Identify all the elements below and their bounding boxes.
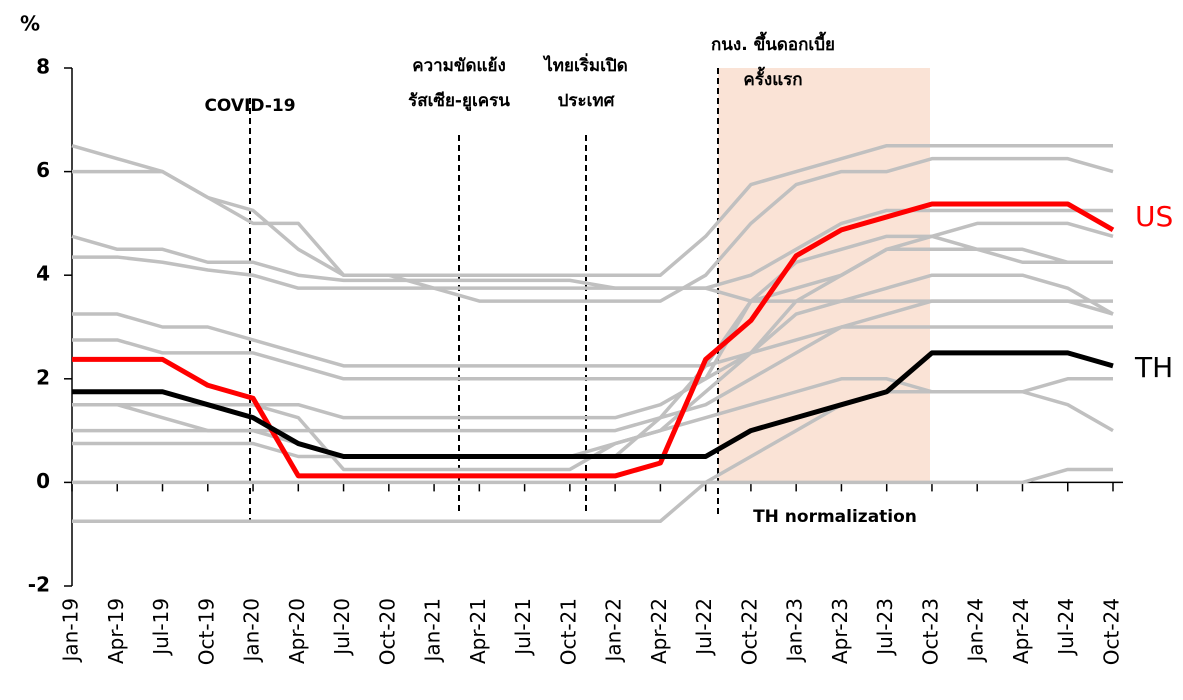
x-tick-label: Jul-20 bbox=[330, 598, 354, 657]
line bbox=[72, 467, 1113, 485]
x-tick-label: Apr-20 bbox=[285, 598, 309, 664]
event-label: กนง. ขึ้นดอกเบี้ย bbox=[711, 31, 835, 55]
line bbox=[72, 273, 1114, 459]
x-tick-label: Oct-23 bbox=[918, 598, 942, 665]
y-tick-label: 8 bbox=[36, 55, 50, 79]
shade-label: TH normalization bbox=[753, 507, 917, 527]
line bbox=[72, 156, 1114, 303]
highlight-line bbox=[72, 201, 1115, 479]
x-tick-label: Jan-19 bbox=[59, 598, 83, 664]
x-tick-label: Jan-21 bbox=[421, 598, 445, 664]
x-tick-label: Jan-20 bbox=[240, 598, 264, 664]
event-label: ครั้งแรก bbox=[743, 66, 802, 90]
x-tick-label: Jan-23 bbox=[783, 598, 807, 664]
x-tick-label: Apr-19 bbox=[104, 598, 128, 664]
event-label: COVID-19 bbox=[204, 96, 295, 116]
line bbox=[72, 208, 1113, 290]
line bbox=[72, 312, 1113, 368]
event-label: รัสเซีย-ยูเครน bbox=[408, 90, 510, 112]
x-tick-label: Oct-20 bbox=[375, 598, 399, 665]
highlight-line bbox=[72, 350, 1114, 459]
x-tick-label: Jul-21 bbox=[511, 598, 535, 657]
event-label: ประเทศ bbox=[558, 91, 616, 111]
y-tick-label: 2 bbox=[36, 365, 50, 389]
x-tick-label: Jan-22 bbox=[602, 598, 626, 664]
series-label: TH bbox=[1134, 351, 1173, 384]
x-tick-label: Jul-24 bbox=[1054, 598, 1078, 657]
x-tick-label: Apr-24 bbox=[1009, 598, 1033, 664]
x-tick-label: Oct-22 bbox=[737, 598, 761, 665]
line bbox=[72, 377, 1113, 523]
x-tick-label: Jul-22 bbox=[692, 598, 716, 657]
x-tick-label: Jan-24 bbox=[964, 598, 988, 664]
y-tick-label: 0 bbox=[36, 469, 50, 493]
x-tick-label: Jul-23 bbox=[873, 598, 897, 657]
series-label: US bbox=[1135, 200, 1173, 233]
x-tick-label: Apr-23 bbox=[828, 598, 852, 664]
event-label: ความขัดแย้ง bbox=[412, 56, 506, 76]
y-axis-label: % bbox=[20, 12, 40, 36]
x-tick-label: Oct-19 bbox=[194, 598, 218, 665]
x-tick-label: Oct-24 bbox=[1100, 598, 1124, 665]
x-tick-label: Oct-21 bbox=[556, 598, 580, 665]
x-tick-label: Apr-21 bbox=[466, 598, 490, 664]
x-tick-label: Apr-22 bbox=[647, 598, 671, 664]
y-tick-label: -2 bbox=[28, 573, 50, 597]
line bbox=[71, 143, 1113, 277]
event-label: ไทยเริ่มเปิด bbox=[542, 53, 628, 76]
y-tick-label: 6 bbox=[36, 158, 50, 182]
line bbox=[72, 221, 1114, 381]
x-tick-label: Jul-19 bbox=[149, 598, 173, 657]
y-tick-label: 4 bbox=[36, 262, 50, 286]
